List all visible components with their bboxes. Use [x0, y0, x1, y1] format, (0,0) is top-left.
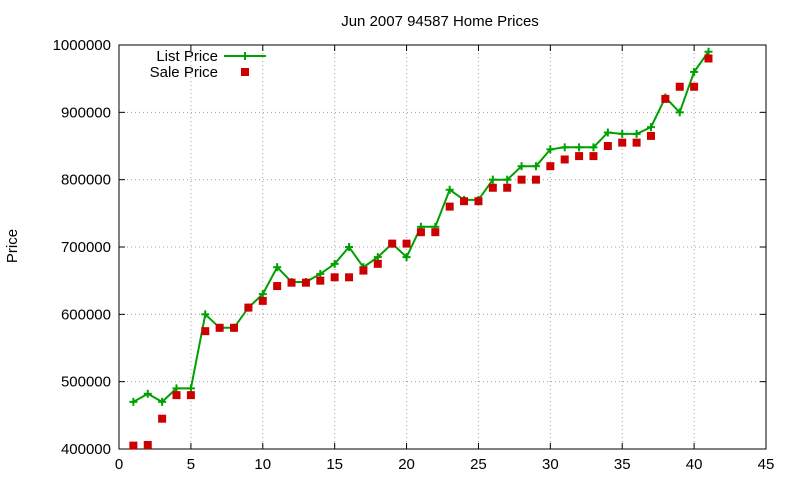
x-tick-label: 5	[187, 456, 195, 473]
list-price-point	[273, 263, 282, 272]
sale-price-point	[646, 131, 655, 140]
sale-price-point	[445, 202, 454, 211]
axis-ticks: 0 5 10 15 20 25 30 35 40 45 400000 500000 600000 7000…	[53, 37, 775, 473]
y-axis-title: Price	[4, 229, 21, 263]
sale-price-point	[186, 391, 195, 400]
list-price-point	[316, 269, 325, 278]
sale-price-point	[589, 152, 598, 161]
list-price-point	[575, 143, 584, 152]
sale-price-point	[388, 239, 397, 248]
sale-price-point	[129, 441, 138, 450]
sale-price-point	[488, 183, 497, 192]
x-tick-label: 45	[758, 456, 775, 473]
list-price-point	[589, 143, 598, 152]
list-price-point	[172, 384, 181, 393]
list-price-point	[531, 162, 540, 171]
x-tick-label: 25	[470, 456, 487, 473]
sale-price-point	[531, 175, 540, 184]
sale-price-point	[330, 273, 339, 282]
sale-price-point	[316, 276, 325, 285]
sale-price-point	[158, 414, 167, 423]
y-tick-label: 700000	[61, 239, 111, 256]
x-tick-label: 40	[686, 456, 703, 473]
x-tick-label: 15	[326, 456, 343, 473]
list-price-point	[373, 253, 382, 262]
sale-price-point	[575, 152, 584, 161]
sale-price-point	[258, 296, 267, 305]
series-layer	[129, 47, 713, 450]
sale-price-point	[517, 175, 526, 184]
sale-price-point	[373, 259, 382, 268]
list-price-point	[143, 389, 152, 398]
sale-price-point	[618, 138, 627, 147]
sale-price-point	[359, 266, 368, 275]
x-tick-label: 10	[254, 456, 271, 473]
list-price-point	[560, 143, 569, 152]
sale-price-point	[287, 278, 296, 287]
sale-price-point	[244, 303, 253, 312]
list-price-point	[704, 47, 713, 56]
sale-price-point	[661, 94, 670, 103]
sale-price-point	[345, 273, 354, 282]
list-price-point	[517, 162, 526, 171]
y-tick-label: 500000	[61, 374, 111, 391]
legend-label-sale-price: Sale Price	[150, 64, 218, 81]
x-tick-label: 0	[115, 456, 123, 473]
y-tick-label: 900000	[61, 104, 111, 121]
sale-price-point	[201, 327, 210, 336]
list-price-point	[445, 185, 454, 194]
sale-price-point	[143, 440, 152, 449]
list-price-point	[503, 175, 512, 184]
sale-price-point	[503, 183, 512, 192]
x-tick-label: 20	[398, 456, 415, 473]
plot-border	[118, 44, 767, 450]
list-price-point	[201, 310, 210, 319]
sale-price-point	[416, 228, 425, 237]
list-price-point	[603, 128, 612, 137]
sale-price-point	[215, 323, 224, 332]
legend-sample-list-marker	[241, 52, 249, 60]
sale-price-point	[546, 162, 555, 171]
legend-label-list-price: List Price	[156, 48, 218, 65]
y-tick-label: 600000	[61, 306, 111, 323]
grid-lines	[119, 45, 766, 449]
legend: List Price Sale Price	[150, 48, 266, 81]
list-price-point	[488, 175, 497, 184]
legend-sample-sale-marker	[241, 68, 249, 76]
sale-price-point	[230, 323, 239, 332]
sale-price-point	[603, 142, 612, 150]
sale-price-point	[431, 228, 440, 237]
list-price-point	[330, 259, 339, 268]
list-price-point	[158, 397, 167, 406]
list-price-point	[186, 384, 195, 393]
list-price-point	[646, 123, 655, 132]
sale-price-point	[273, 282, 282, 291]
sale-price-point	[560, 155, 569, 164]
list-price-point	[632, 129, 641, 138]
list-price-point	[345, 243, 354, 251]
chart-title: Jun 2007 94587 Home Prices	[341, 13, 539, 30]
list-price-point	[690, 67, 699, 76]
y-tick-label: 800000	[61, 172, 111, 189]
sale-price-point	[301, 278, 310, 287]
sale-price-point	[474, 197, 483, 206]
y-tick-label: 400000	[61, 441, 111, 458]
sale-price-point	[460, 197, 469, 206]
list-price-point	[546, 145, 555, 154]
sale-price-point	[690, 82, 699, 91]
x-tick-label: 30	[542, 456, 559, 473]
list-price-point	[402, 253, 411, 262]
list-price-point	[675, 108, 684, 117]
sale-price-point	[172, 391, 181, 400]
sale-price-point	[704, 54, 713, 63]
y-tick-label: 1000000	[53, 37, 111, 54]
sale-price-point	[402, 239, 411, 248]
x-tick-label: 35	[614, 456, 631, 473]
sale-price-point	[675, 82, 684, 91]
sale-price-point	[632, 138, 641, 147]
list-price-point	[258, 290, 267, 299]
list-price-point	[129, 397, 138, 406]
list-price-point	[618, 129, 627, 138]
